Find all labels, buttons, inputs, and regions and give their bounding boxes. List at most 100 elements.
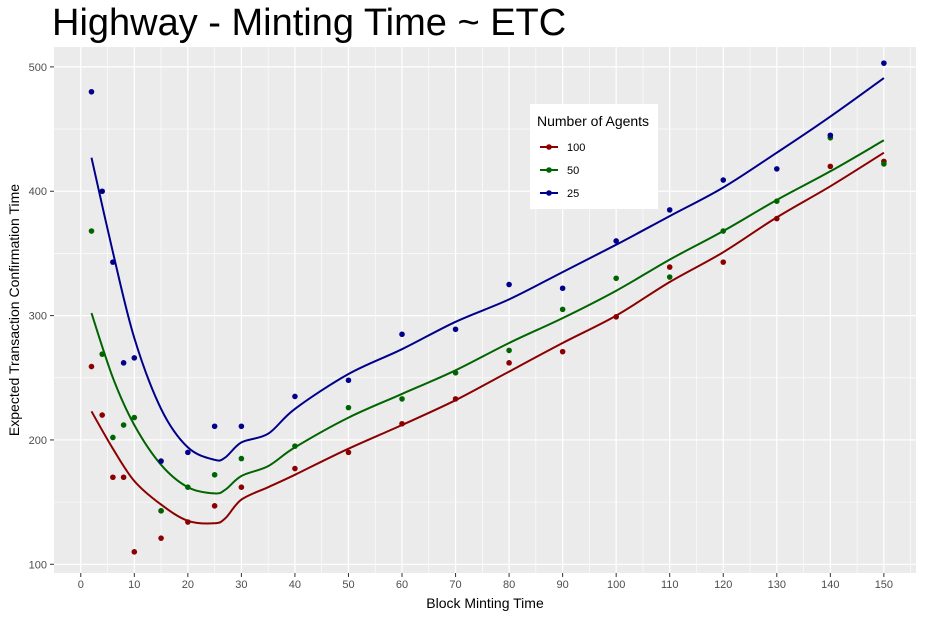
data-point-25 — [559, 285, 566, 292]
x-axis-title: Block Minting Time — [426, 595, 544, 611]
data-point-25 — [720, 177, 727, 183]
data-point-50 — [506, 347, 512, 354]
y-axis-ticks: 100 200 300 400 500 — [29, 62, 54, 571]
data-point-25 — [238, 423, 245, 430]
x-tick-label: 0 — [78, 579, 84, 591]
data-point-100 — [773, 215, 780, 222]
data-point-25 — [773, 166, 780, 172]
data-point-100 — [88, 363, 95, 370]
data-point-25 — [881, 60, 887, 66]
data-point-50 — [666, 274, 673, 280]
data-point-25 — [399, 331, 405, 338]
data-point-50 — [345, 404, 352, 411]
legend-key-point-25 — [546, 190, 552, 196]
x-tick-label: 30 — [235, 579, 247, 591]
data-point-100 — [827, 163, 834, 170]
x-tick-label: 110 — [661, 579, 679, 591]
x-tick-label: 140 — [821, 579, 839, 591]
trend-line-25 — [90, 77, 885, 462]
legend-items: 100 50 25 — [540, 142, 585, 200]
y-axis-title: Expected Transaction Confirmation Time — [6, 184, 22, 436]
y-tick-label: 100 — [29, 559, 47, 571]
data-point-25 — [158, 458, 164, 464]
data-point-100 — [292, 465, 298, 472]
data-point-25 — [827, 132, 834, 139]
data-point-100 — [559, 348, 566, 355]
trend-line-100 — [90, 151, 885, 525]
data-point-25 — [99, 188, 105, 195]
data-point-100 — [613, 314, 619, 320]
data-point-100 — [99, 412, 105, 418]
y-tick-label: 300 — [29, 311, 47, 323]
x-tick-label: 100 — [607, 579, 625, 591]
data-point-25 — [211, 423, 218, 430]
x-tick-label: 130 — [768, 579, 786, 591]
data-point-50 — [399, 396, 405, 402]
data-point-50 — [88, 228, 95, 234]
data-point-100 — [110, 474, 116, 481]
data-point-25 — [345, 377, 352, 384]
data-point-25 — [292, 393, 298, 400]
data-point-50 — [238, 455, 245, 462]
legend-key-point-50 — [546, 167, 552, 173]
data-point-50 — [110, 434, 116, 441]
data-point-50 — [881, 161, 887, 167]
legend-key-point-100 — [546, 144, 552, 150]
data-point-100 — [120, 474, 127, 481]
y-tick-label: 400 — [29, 186, 47, 198]
trend-lines — [90, 77, 885, 525]
legend-title: Number of Agents — [537, 113, 649, 129]
data-point-50 — [120, 422, 127, 428]
data-point-50 — [559, 306, 566, 313]
data-point-50 — [613, 275, 619, 282]
data-point-50 — [773, 198, 780, 204]
x-tick-label: 20 — [182, 579, 194, 591]
data-point-100 — [506, 360, 512, 366]
legend: Number of Agents 100 50 25 — [530, 104, 658, 209]
x-tick-label: 150 — [875, 579, 893, 591]
legend-label-100: 100 — [567, 142, 585, 154]
data-point-25 — [452, 326, 459, 333]
data-point-50 — [158, 508, 164, 514]
data-point-100 — [131, 549, 138, 555]
y-tick-label: 500 — [29, 62, 47, 74]
data-points — [88, 60, 887, 555]
data-point-25 — [131, 355, 138, 361]
x-tick-label: 10 — [128, 579, 140, 591]
data-point-25 — [666, 207, 673, 213]
data-point-100 — [211, 503, 218, 509]
legend-label-50: 50 — [567, 165, 579, 177]
data-point-50 — [211, 471, 218, 478]
x-tick-label: 60 — [396, 579, 408, 591]
data-point-100 — [158, 535, 164, 541]
data-point-50 — [720, 228, 727, 234]
data-point-50 — [185, 484, 191, 490]
data-point-50 — [452, 369, 459, 376]
data-point-100 — [185, 519, 191, 525]
data-point-100 — [238, 484, 245, 490]
x-axis-ticks: 0 10 20 30 40 50 60 70 80 90 100 110 120 130 140 150 — [78, 573, 893, 591]
x-tick-label: 50 — [342, 579, 354, 591]
data-point-100 — [720, 259, 727, 265]
trend-line-50 — [90, 139, 885, 495]
data-point-25 — [88, 88, 95, 95]
data-point-100 — [345, 449, 352, 456]
chart-title: Highway - Minting Time ~ ETC — [52, 2, 567, 44]
data-point-25 — [120, 360, 127, 366]
data-point-25 — [110, 259, 116, 265]
data-point-25 — [506, 281, 512, 288]
data-point-50 — [99, 351, 105, 357]
x-tick-label: 90 — [557, 579, 569, 591]
data-point-25 — [185, 449, 191, 456]
x-tick-label: 80 — [503, 579, 515, 591]
data-point-100 — [666, 264, 673, 270]
x-tick-label: 70 — [449, 579, 461, 591]
x-tick-label: 120 — [714, 579, 732, 591]
data-point-100 — [452, 396, 459, 402]
y-tick-label: 200 — [29, 435, 47, 447]
data-point-50 — [292, 443, 298, 449]
data-point-25 — [613, 238, 619, 244]
x-tick-label: 40 — [289, 579, 301, 591]
legend-label-25: 25 — [567, 188, 579, 200]
